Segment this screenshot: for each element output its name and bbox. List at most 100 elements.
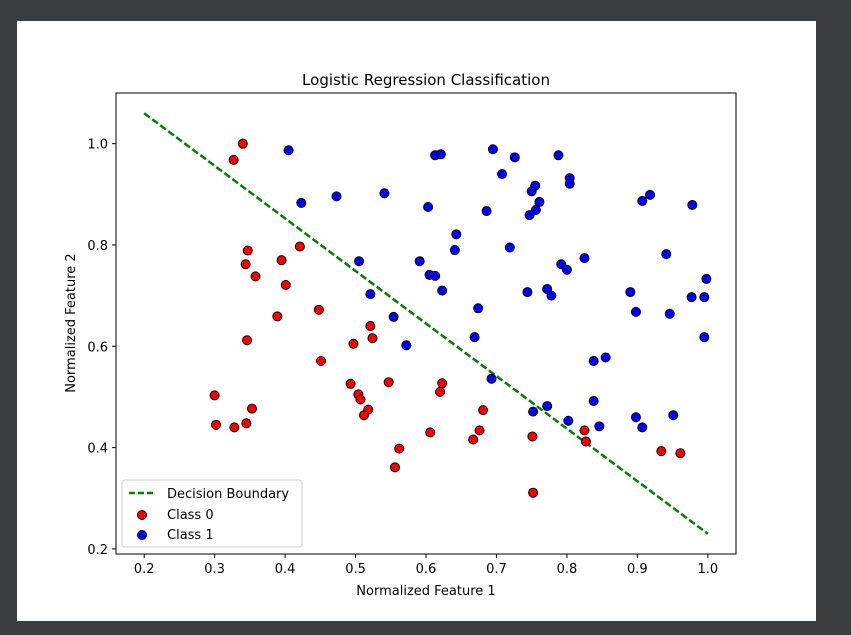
scatter-chart: Logistic Regression Classification 0.2 0.… bbox=[64, 71, 737, 599]
x-tick-label: 0.2 bbox=[134, 562, 155, 577]
series-class0 bbox=[209, 138, 686, 498]
data-point-class1 bbox=[379, 188, 390, 199]
chart-title: Logistic Regression Classification bbox=[302, 71, 550, 89]
legend-boundary-label: Decision Boundary bbox=[167, 487, 289, 502]
y-tick-label: 0.6 bbox=[87, 340, 108, 355]
data-point-class0 bbox=[348, 338, 359, 349]
legend-class0-label: Class 0 bbox=[167, 508, 214, 523]
data-point-class0 bbox=[241, 418, 252, 429]
data-point-class0 bbox=[580, 436, 591, 447]
data-point-class1 bbox=[630, 306, 641, 317]
data-point-class0 bbox=[242, 245, 253, 256]
data-point-class1 bbox=[354, 256, 365, 267]
data-point-class0 bbox=[528, 487, 539, 498]
data-point-class0 bbox=[313, 304, 324, 315]
plot-area bbox=[143, 112, 712, 535]
data-point-class1 bbox=[365, 289, 376, 300]
data-point-class1 bbox=[686, 292, 697, 303]
data-point-class0 bbox=[367, 333, 378, 344]
data-point-class1 bbox=[487, 144, 498, 155]
data-point-class0 bbox=[365, 321, 376, 332]
data-point-class1 bbox=[546, 290, 557, 301]
data-point-class1 bbox=[553, 150, 564, 161]
data-point-class1 bbox=[504, 242, 515, 253]
data-point-class0 bbox=[276, 255, 287, 266]
data-point-class0 bbox=[435, 386, 446, 397]
data-point-class1 bbox=[588, 355, 599, 366]
data-point-class1 bbox=[645, 189, 656, 200]
data-point-class1 bbox=[423, 201, 434, 212]
legend: Decision Boundary Class 0 Class 1 bbox=[121, 479, 303, 548]
data-point-class0 bbox=[474, 425, 485, 436]
y-tick-label: 1.0 bbox=[87, 138, 108, 153]
data-point-class0 bbox=[478, 405, 489, 416]
data-point-class1 bbox=[522, 287, 533, 298]
data-point-class1 bbox=[588, 396, 599, 407]
data-point-class1 bbox=[534, 196, 545, 207]
y-axis-label: Normalized Feature 2 bbox=[64, 253, 79, 392]
x-tick-label: 0.8 bbox=[557, 562, 578, 577]
data-point-class1 bbox=[600, 352, 611, 363]
data-point-class1 bbox=[594, 421, 605, 432]
data-point-class1 bbox=[451, 229, 462, 240]
data-point-class0 bbox=[242, 335, 253, 346]
data-point-class1 bbox=[283, 145, 294, 156]
data-point-class1 bbox=[668, 410, 679, 421]
x-tick-label: 0.7 bbox=[486, 562, 507, 577]
data-point-class0 bbox=[211, 419, 222, 430]
data-point-class0 bbox=[246, 403, 257, 414]
data-point-class1 bbox=[481, 206, 492, 217]
data-point-class1 bbox=[630, 412, 641, 423]
x-tick-label: 0.9 bbox=[627, 562, 648, 577]
data-point-class0 bbox=[209, 390, 220, 401]
data-point-class0 bbox=[237, 138, 248, 149]
y-tick-label: 0.8 bbox=[87, 239, 108, 254]
data-point-class1 bbox=[509, 152, 520, 163]
data-point-class1 bbox=[528, 406, 539, 417]
data-point-class1 bbox=[388, 311, 399, 322]
data-point-class1 bbox=[699, 332, 710, 343]
data-point-class0 bbox=[294, 241, 305, 252]
y-axis: 0.2 0.4 0.6 0.8 1.0 bbox=[87, 138, 116, 558]
data-point-class1 bbox=[497, 169, 508, 180]
x-tick-label: 0.6 bbox=[416, 562, 437, 577]
data-point-class1 bbox=[486, 373, 497, 384]
legend-class1-swatch bbox=[137, 530, 147, 540]
data-point-class0 bbox=[675, 448, 686, 459]
legend-box bbox=[121, 479, 303, 548]
data-point-class0 bbox=[229, 422, 240, 433]
y-tick-label: 0.2 bbox=[87, 543, 108, 558]
data-point-class1 bbox=[469, 332, 480, 343]
x-tick-label: 0.5 bbox=[345, 562, 366, 577]
x-tick-label: 0.4 bbox=[275, 562, 296, 577]
data-point-class1 bbox=[637, 422, 648, 433]
data-point-class0 bbox=[250, 271, 261, 282]
data-point-class0 bbox=[425, 427, 436, 438]
series-class1 bbox=[283, 144, 712, 433]
data-point-class0 bbox=[280, 279, 291, 290]
data-point-class1 bbox=[699, 292, 710, 303]
data-point-class1 bbox=[687, 199, 698, 210]
data-point-class0 bbox=[228, 154, 239, 165]
data-point-class0 bbox=[359, 410, 369, 421]
x-tick-label: 1.0 bbox=[697, 562, 718, 577]
data-point-class1 bbox=[561, 264, 572, 275]
data-point-class1 bbox=[664, 308, 675, 319]
data-point-class1 bbox=[542, 401, 553, 412]
data-point-class0 bbox=[468, 434, 479, 445]
x-axis: 0.2 0.3 0.4 0.5 0.6 0.7 0.8 0.9 1.0 bbox=[134, 554, 718, 577]
legend-class0-swatch bbox=[137, 510, 147, 520]
data-point-class0 bbox=[656, 446, 667, 457]
data-point-class1 bbox=[401, 340, 412, 351]
data-point-class1 bbox=[437, 285, 448, 296]
data-point-class1 bbox=[625, 287, 636, 298]
data-point-class0 bbox=[437, 378, 448, 389]
data-point-class1 bbox=[296, 197, 307, 208]
data-point-class0 bbox=[527, 431, 538, 442]
data-point-class0 bbox=[240, 259, 251, 270]
data-point-class1 bbox=[526, 186, 537, 197]
figure-canvas: Logistic Regression Classification 0.2 0.… bbox=[17, 21, 816, 621]
data-point-class0 bbox=[272, 311, 283, 322]
data-point-class1 bbox=[414, 256, 425, 267]
